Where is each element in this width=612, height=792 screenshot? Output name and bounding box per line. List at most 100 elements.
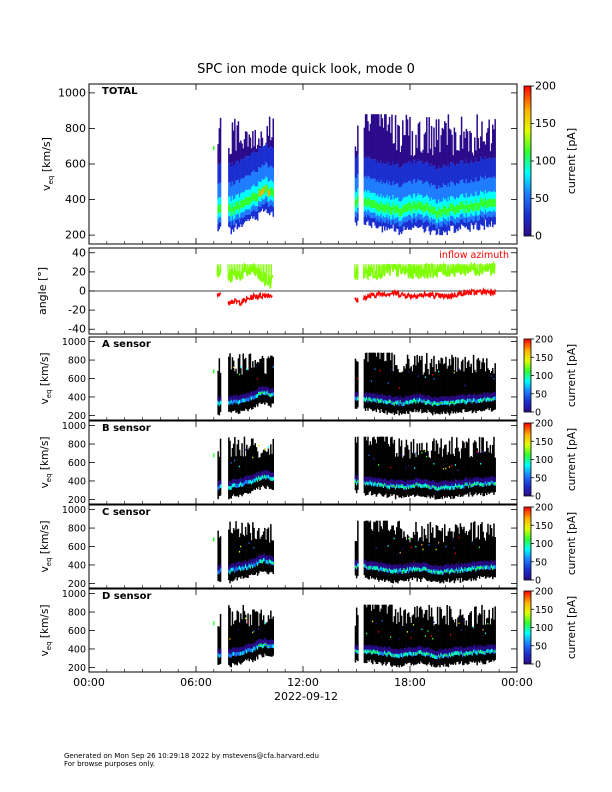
spectrogram-cell [434, 624, 436, 668]
spectrogram-cell [260, 392, 262, 395]
spectrogram-cell [262, 449, 265, 487]
spectrogram-cell [405, 569, 408, 573]
spectrogram-cell [415, 457, 417, 497]
spectrogram-cell [487, 392, 489, 397]
spectrogram-cell [234, 223, 236, 228]
spectrogram-cell [237, 121, 240, 160]
spectrogram-cell [487, 217, 489, 228]
spectrogram-cell [261, 452, 264, 486]
spectrogram-cell [432, 166, 434, 186]
spectrogram-cell [486, 478, 488, 483]
spectrogram-cell [484, 561, 487, 567]
spectrogram-cell [249, 209, 252, 216]
spectrogram-cell [408, 449, 410, 497]
spectrogram-cell [240, 193, 242, 201]
spectrogram-cell [493, 482, 495, 485]
spectrogram-cell [414, 213, 416, 219]
spectrogram-cell [452, 182, 454, 197]
spectrogram-cell [235, 456, 237, 497]
spectrogram-cell [427, 394, 429, 400]
spectrogram-cell [456, 479, 458, 485]
spectrogram-cell [454, 224, 457, 233]
spectrogram-cell [241, 192, 243, 200]
spectrogram-cell [478, 360, 481, 411]
spectrogram-cell [258, 476, 260, 479]
spectrogram-cell [472, 626, 475, 629]
spectrogram-cell [379, 163, 381, 183]
spectrogram-cell [368, 190, 370, 199]
spectrogram-cell [428, 564, 430, 569]
spectrogram-cell [386, 352, 388, 415]
spectrogram-cell [384, 222, 386, 231]
spectrogram-cell [462, 394, 464, 399]
spectrogram-cell [463, 564, 465, 569]
spectrogram-cell [428, 400, 430, 404]
spectrogram-cell [481, 362, 483, 412]
spectrogram-cell [246, 209, 248, 215]
spectrogram-cell [256, 611, 259, 660]
spectrogram-cell [271, 540, 273, 573]
spectrogram-cell [459, 370, 462, 413]
spectrogram-cell [375, 114, 378, 163]
spectrogram-cell [478, 651, 481, 653]
spectrogram-cell [247, 475, 249, 481]
spectrogram-cell [370, 399, 373, 402]
spectrogram-cell [261, 194, 264, 199]
spectrogram-cell [428, 653, 430, 655]
spectrogram-cell [240, 399, 242, 404]
spectrogram-cell [433, 485, 435, 488]
spectrogram-cell [433, 199, 435, 207]
spectrogram-cell [364, 176, 367, 191]
spectrogram-cell [262, 358, 265, 403]
spectrogram-cell [253, 558, 255, 563]
spectrogram-cell [368, 198, 370, 207]
spectrogram-cell [238, 142, 241, 164]
spectrogram-cell [423, 400, 426, 402]
spectrogram-cell [472, 644, 475, 650]
azimuth-line [354, 296, 359, 304]
spectrogram-cell [484, 476, 487, 482]
spectrogram-cell [446, 396, 448, 402]
y-tick-label: 600 [68, 542, 86, 553]
spectrogram-cell [260, 638, 262, 644]
spectrogram-cell [252, 631, 254, 634]
spectrogram-cell [408, 214, 410, 221]
spectrogram-cell [426, 400, 428, 405]
spectrogram-cell [387, 443, 390, 498]
spectrogram-cell [392, 220, 394, 225]
spectrogram-cell [450, 162, 452, 182]
spectrogram-cell [410, 441, 412, 496]
spectrogram-cell [267, 190, 270, 197]
spectrogram-cell [394, 205, 397, 214]
spectrogram-cell [264, 621, 266, 624]
spectrogram-cell [267, 446, 270, 448]
spectrogram-cell [253, 527, 255, 575]
spectrogram-cell [415, 183, 417, 198]
spectrogram-cell [237, 213, 240, 219]
spectrogram-cell [492, 444, 494, 493]
spectrogram-cell [440, 226, 442, 236]
panel-frame [88, 336, 518, 421]
spectrogram-cell [474, 644, 476, 650]
spectrogram-cell [475, 211, 477, 217]
spectrogram-cell [355, 207, 358, 213]
spectrogram-cell [400, 220, 403, 226]
spectrogram-cell [232, 567, 235, 571]
spectrogram-cell [459, 569, 462, 574]
spectrogram-cell [246, 368, 248, 371]
spectrogram-cell [260, 206, 262, 211]
spectrogram-cell [398, 125, 400, 168]
spectrogram-cell [420, 398, 422, 402]
spectrogram-cell [385, 520, 387, 581]
spectrogram-cell [478, 161, 481, 181]
spectrogram-cell [387, 484, 390, 489]
spectrogram-cell [254, 129, 256, 153]
spectrogram-cell [423, 163, 426, 183]
spectrogram-cell [478, 478, 481, 483]
spectrogram-cell [236, 394, 238, 400]
colorbar-tick-label: 150 [535, 605, 553, 616]
spectrogram-cell [414, 534, 416, 579]
spectrogram-cell [470, 646, 472, 651]
spectrogram-cell [252, 609, 254, 663]
spectrogram-cell [428, 568, 430, 573]
